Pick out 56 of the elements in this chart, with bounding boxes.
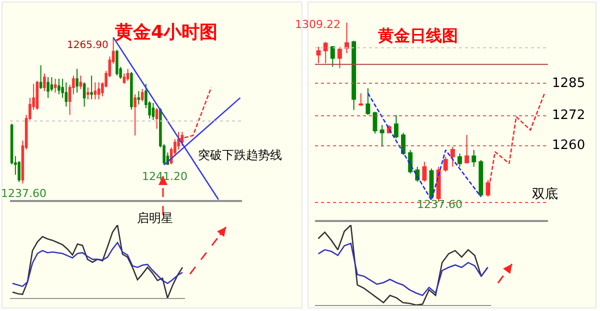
candlestick [152, 102, 155, 121]
candlestick [458, 153, 462, 168]
candlestick [380, 124, 384, 148]
candlestick [394, 114, 398, 140]
candlestick [323, 41, 328, 64]
annotation: 启明星 [137, 211, 173, 225]
ref-line-label: 1260 [552, 138, 586, 153]
ref-line-label: 1272 [552, 108, 586, 123]
ref-line-label: 1285 [552, 76, 586, 91]
candlestick [330, 45, 335, 68]
chart-title: 黄金4小时图 [114, 22, 218, 43]
candlestick [352, 40, 356, 110]
candlestick [422, 161, 427, 182]
annotation: 1241.20 [142, 170, 188, 183]
candlestick [122, 73, 126, 84]
candlestick [450, 146, 455, 168]
annotation: 1237.60 [417, 198, 462, 211]
candlestick [54, 78, 57, 94]
annotation: 1309.22 [295, 18, 340, 31]
candlestick [337, 46, 342, 69]
candlestick [478, 160, 484, 198]
candlestick [155, 108, 158, 130]
candlestick [90, 75, 93, 100]
candlestick [344, 22, 349, 54]
candlestick [79, 75, 82, 90]
candlestick [366, 88, 370, 116]
candlestick [94, 82, 97, 100]
annotation: 1265.90 [67, 40, 108, 51]
candlestick [116, 49, 118, 76]
candlestick [316, 46, 321, 64]
candlestick [64, 82, 68, 108]
candlestick [86, 86, 90, 100]
candlestick [76, 68, 78, 94]
candlestick [443, 156, 448, 172]
candlestick [401, 132, 406, 156]
annotation: 双底 [532, 187, 558, 202]
chart-title: 黄金日线图 [377, 26, 458, 45]
candlestick [464, 134, 470, 164]
annotation: 突破下跌趋势线 [198, 148, 282, 162]
candlestick [137, 90, 140, 106]
candlestick [82, 82, 86, 108]
candlestick [58, 78, 60, 95]
candlestick [39, 64, 42, 90]
candlestick [43, 73, 46, 92]
candlestick [134, 94, 136, 136]
text: 1237.60 [1, 187, 46, 200]
candlestick [358, 92, 364, 106]
candlestick [140, 88, 144, 102]
candlestick [408, 150, 413, 174]
candlestick [97, 82, 100, 100]
candlestick [126, 68, 130, 82]
candlestick [46, 76, 50, 98]
candlestick [130, 72, 133, 110]
candlestick [36, 80, 39, 110]
candlestick [372, 111, 378, 134]
candlestick [472, 150, 476, 168]
